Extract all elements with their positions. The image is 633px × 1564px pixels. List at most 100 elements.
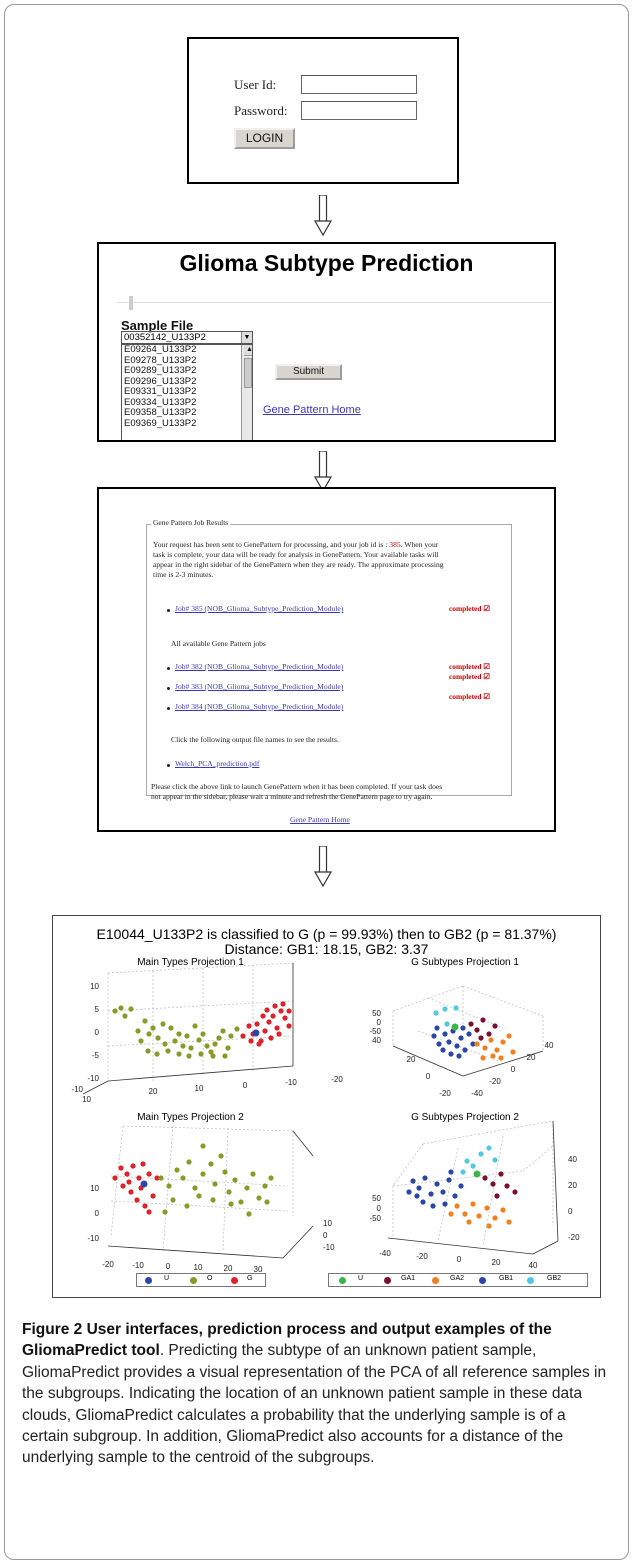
legend-label: G: [247, 1275, 253, 1282]
job-results-panel: Gene Pattern Job Results Your request ha…: [97, 487, 556, 832]
axis-line: [387, 1237, 534, 1255]
data-point-ga1: [492, 1023, 498, 1029]
chevron-down-icon[interactable]: ▼: [241, 332, 252, 343]
data-point-o: [145, 1048, 151, 1054]
data-point-o: [225, 1045, 231, 1051]
list-item[interactable]: E09278_U133P2: [124, 354, 197, 366]
data-point-o: [174, 1167, 180, 1173]
z-tick-label: 10: [82, 1095, 91, 1104]
data-point-ga2: [480, 1055, 486, 1061]
password-input[interactable]: [301, 101, 417, 120]
data-point-ga2: [494, 1047, 500, 1053]
legend-label: GB2: [547, 1275, 562, 1282]
x-tick-label: -20: [331, 1075, 343, 1084]
grid-line: [392, 1143, 424, 1187]
output-file-link[interactable]: Welch_PCA_prediction.pdf: [175, 759, 260, 768]
x-tick-label: 20: [149, 1087, 158, 1096]
data-point-o: [146, 1031, 152, 1037]
x-tick-label: 0: [457, 1255, 462, 1264]
data-point-o: [210, 1053, 216, 1059]
data-point-o: [226, 1189, 232, 1195]
legend-swatch: [190, 1277, 197, 1284]
login-button[interactable]: LOGIN: [234, 128, 295, 149]
list-item[interactable]: E09331_U133P2: [124, 386, 197, 397]
chevron-up-icon[interactable]: ▲: [244, 345, 252, 356]
list-item[interactable]: E09358_U133P2: [124, 407, 197, 418]
x-tick-label: 0: [243, 1081, 248, 1090]
z-tick-label: 0: [377, 1018, 382, 1027]
password-label: Password:: [234, 103, 288, 118]
job-link-385[interactable]: Job# 385 (NOB_Glioma_Subtype_Prediction_…: [175, 604, 344, 613]
x-tick-label: 40: [545, 1041, 554, 1050]
data-point-gb1: [460, 1025, 466, 1031]
job-id: 385: [389, 540, 401, 549]
data-point-o: [168, 1025, 174, 1031]
data-point-ga2: [490, 1053, 496, 1059]
x-tick-label: -20: [416, 1252, 428, 1261]
list-item[interactable]: E09369_U133P2: [124, 417, 197, 429]
gene-pattern-home-link[interactable]: Gene Pattern Home: [263, 404, 361, 416]
data-point-o: [212, 1181, 218, 1187]
sample-file-select[interactable]: 00352142_U133P2 ▼: [121, 331, 253, 344]
data-point-gb1: [414, 1193, 420, 1199]
list-item[interactable]: E09334_U133P2: [124, 396, 197, 408]
data-point-o: [118, 1005, 124, 1011]
grid-line: [422, 1120, 554, 1145]
job-link-384[interactable]: Job# 384 (NOB_Glioma_Subtype_Prediction_…: [175, 702, 344, 711]
gene-pattern-home-link[interactable]: Gene Pattern Home: [290, 815, 350, 824]
scrollbar[interactable]: ▲: [241, 345, 252, 440]
y-tick-label: 10: [323, 1219, 332, 1228]
axis-line: [392, 1045, 464, 1077]
data-point-gb2: [453, 1005, 459, 1011]
data-point-ga2: [448, 1211, 454, 1217]
intro-line-2: task is complete, your data will be read…: [153, 550, 439, 559]
data-point-o: [165, 1048, 171, 1054]
data-point-ga1: [490, 1181, 496, 1187]
data-point-gb1: [456, 1053, 462, 1059]
grid-line: [107, 1000, 294, 1012]
data-point-g: [136, 1175, 142, 1181]
data-point-g: [146, 1209, 152, 1215]
data-point-ga2: [486, 1223, 492, 1229]
data-point-o: [210, 1197, 216, 1203]
data-point-o: [192, 1185, 198, 1191]
data-point-o: [244, 1185, 250, 1191]
all-jobs-label: All available Gene Pattern jobs: [171, 639, 266, 648]
data-point-gb1: [430, 1203, 436, 1209]
data-point-ga1: [494, 1193, 500, 1199]
data-point-g: [282, 1015, 288, 1021]
intro-line-4: time is 2-3 minutes.: [153, 570, 214, 579]
data-point-o: [128, 1006, 134, 1012]
data-point-o: [268, 1175, 274, 1181]
data-point-gb1: [422, 1175, 428, 1181]
sample-file-label: Sample File: [121, 318, 194, 333]
data-point-gb1: [440, 1047, 446, 1053]
x-tick-label: -20: [489, 1077, 501, 1086]
axis-line: [462, 1050, 544, 1077]
y-tick-label: 0: [426, 1072, 431, 1081]
submit-button[interactable]: Submit: [275, 364, 342, 380]
data-point-u: [473, 1170, 481, 1178]
job-link-382[interactable]: Job# 382 (NOB_Glioma_Subtype_Prediction_…: [175, 662, 344, 671]
data-point-ga2: [488, 1037, 494, 1043]
data-point-gb1: [470, 1041, 476, 1047]
job-link-383[interactable]: Job# 383 (NOB_Glioma_Subtype_Prediction_…: [175, 682, 344, 691]
data-point-ga2: [482, 1045, 488, 1051]
data-point-gb1: [462, 1047, 468, 1053]
user-id-input[interactable]: [301, 75, 417, 94]
page-title: Glioma Subtype Prediction: [179, 250, 474, 276]
data-point-o: [150, 1025, 156, 1031]
grid-line: [110, 1200, 289, 1212]
grid-line: [522, 1145, 554, 1172]
list-item[interactable]: E09264_U133P2: [124, 344, 197, 355]
grid-line: [427, 997, 504, 1029]
sample-file-list[interactable]: E09264_U133P2 E09278_U133P2 E09289_U133P…: [121, 344, 253, 440]
y-tick-label: -20: [439, 1089, 451, 1098]
data-point-ga2: [492, 1215, 498, 1221]
footer-line-2: not appear in the sidebar, please wait a…: [151, 792, 433, 801]
data-point-gb1: [446, 1039, 452, 1045]
axis-line: [532, 1240, 559, 1255]
list-item[interactable]: E09296_U133P2: [124, 375, 197, 387]
list-item[interactable]: E09289_U133P2: [124, 365, 197, 376]
scrollbar-thumb[interactable]: [244, 358, 252, 388]
